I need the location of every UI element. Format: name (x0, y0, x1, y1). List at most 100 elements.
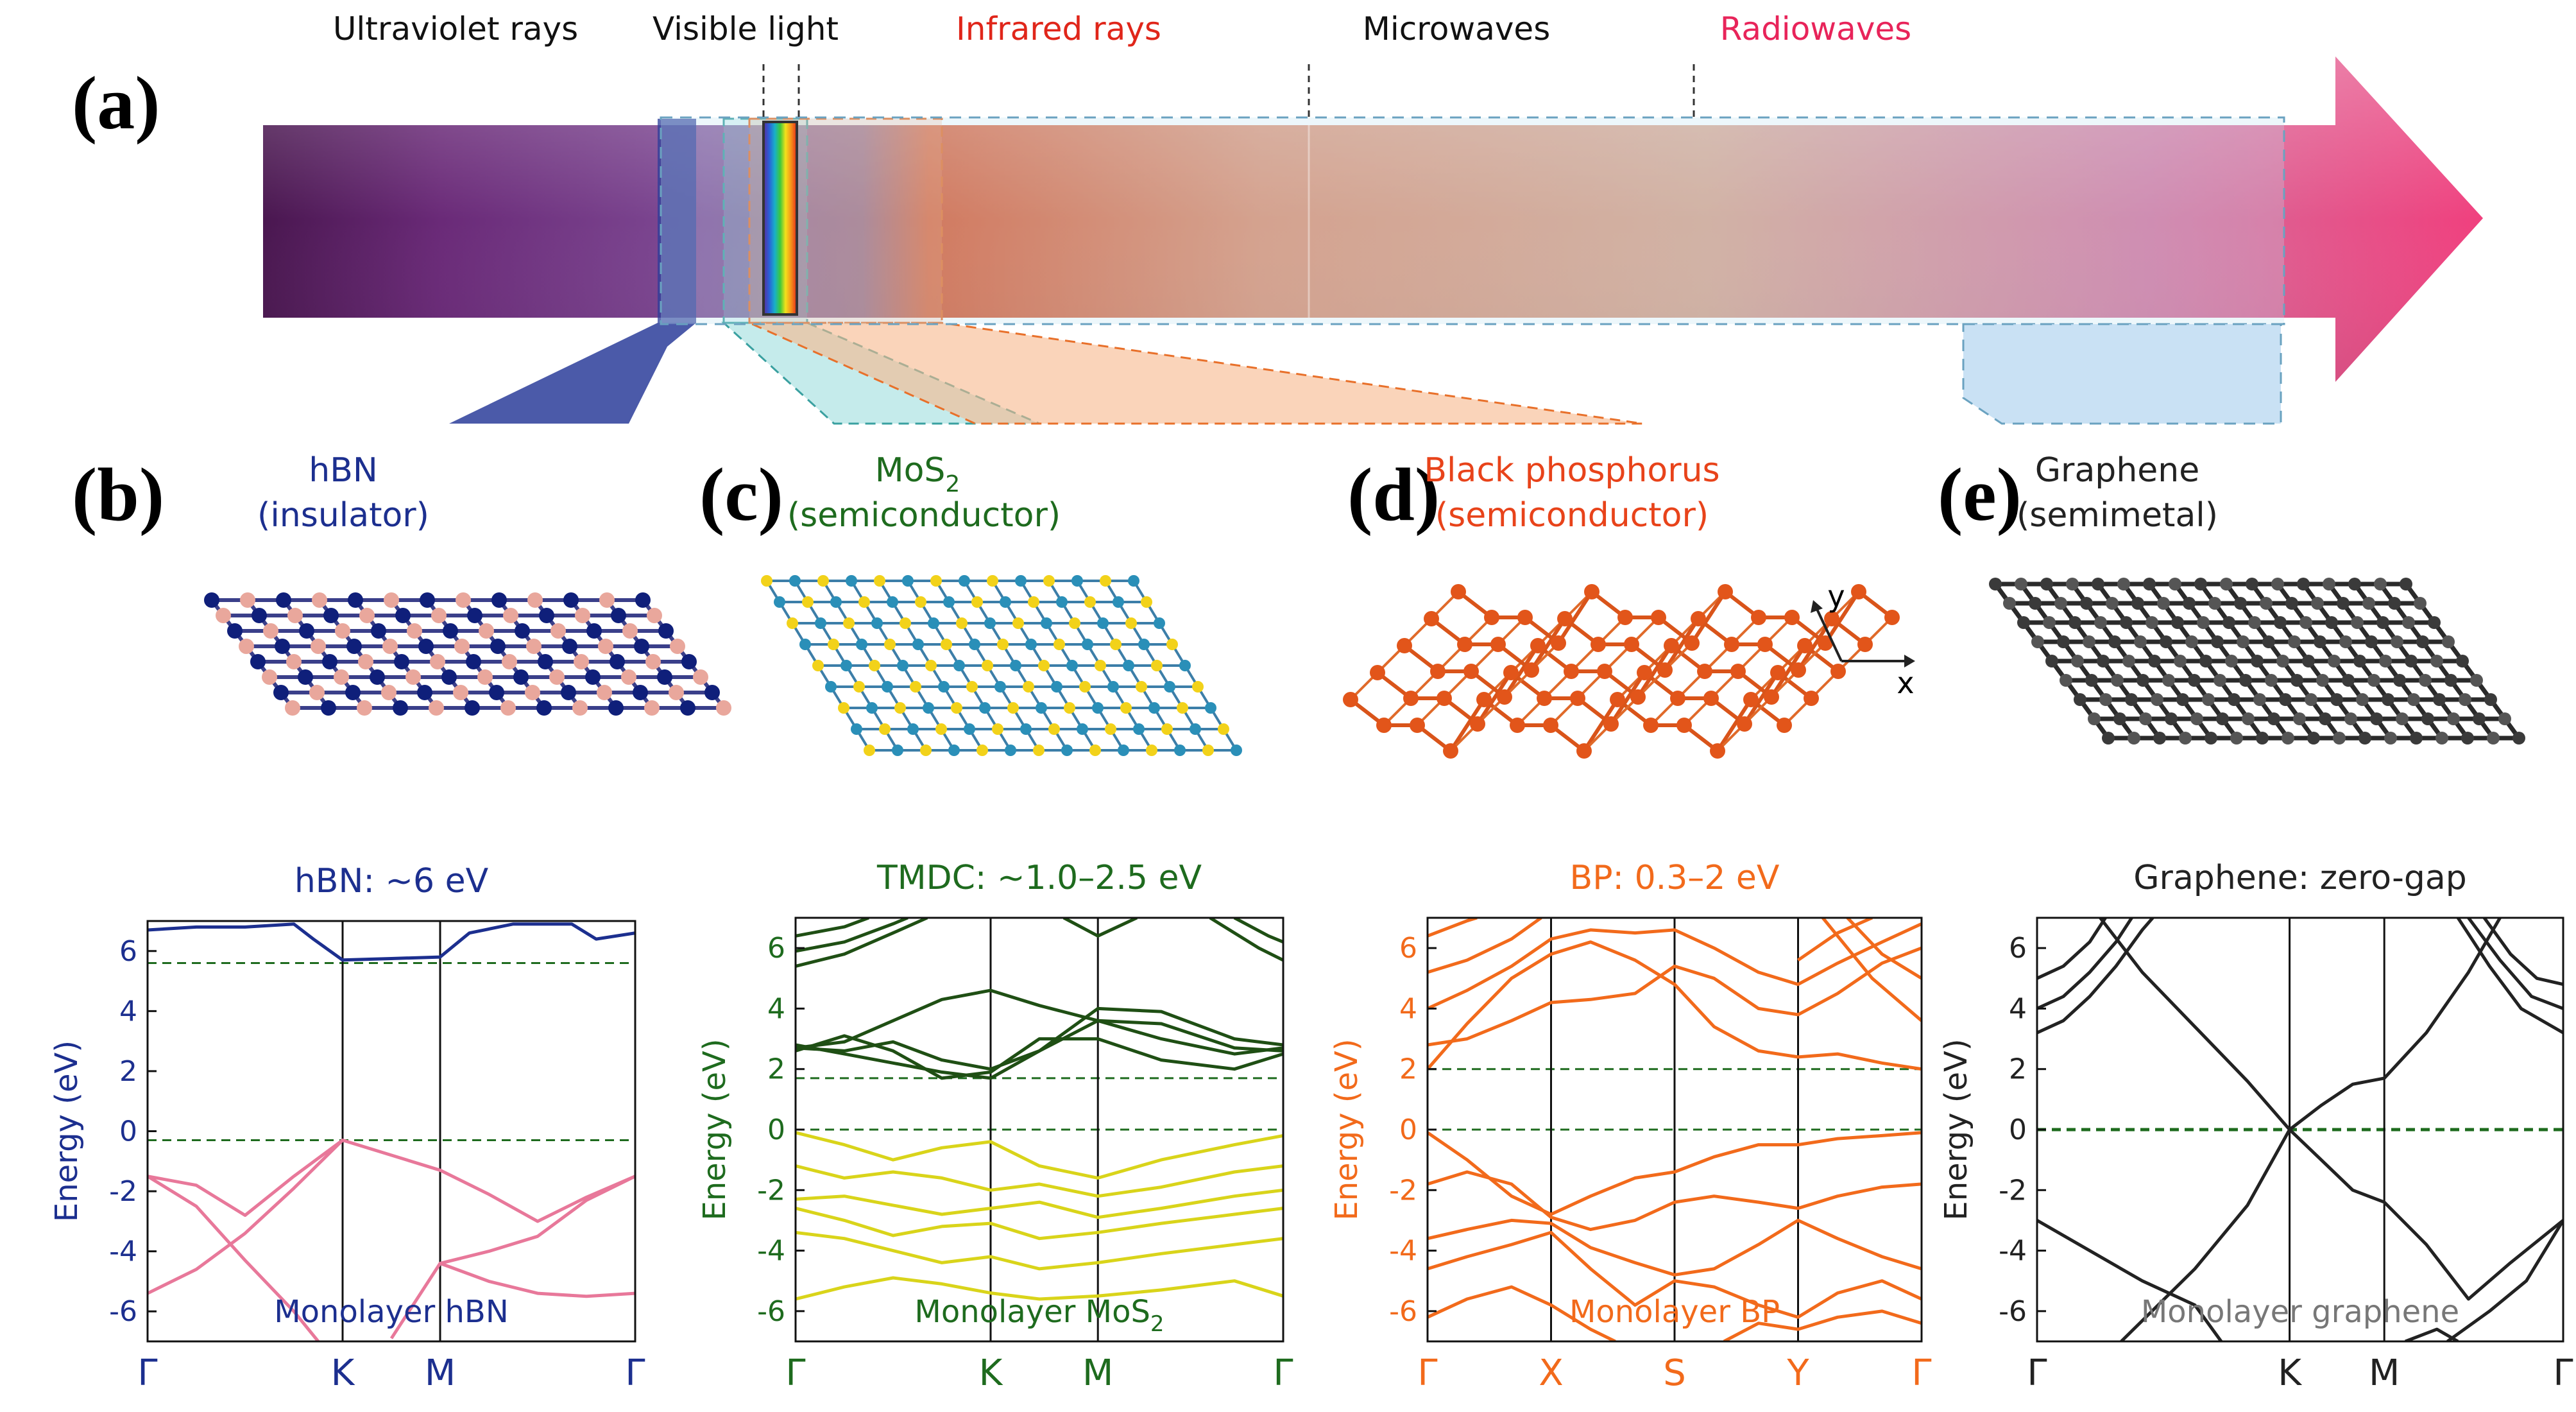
atom (2003, 597, 2016, 610)
band-structure-plots: hBN: ~6 eV 6 4 2 0 -2 -4 -6 Energy (eV) Γ K M Γ Monol… (49, 859, 2573, 1394)
atom (1564, 664, 1579, 679)
atom (608, 700, 624, 716)
atom (645, 654, 661, 669)
plot-area (2037, 918, 2563, 1341)
k-point-label: Γ (137, 1352, 157, 1394)
atom (2137, 674, 2149, 687)
atom (2305, 693, 2317, 706)
atom (2262, 635, 2275, 648)
atom (358, 654, 373, 669)
atom (964, 723, 975, 735)
atom (2248, 616, 2261, 629)
material-type: (semimetal) (2017, 496, 2218, 535)
atom (670, 639, 685, 654)
atom (2314, 635, 2326, 648)
band-cb-4 (1428, 918, 1542, 974)
atom (2342, 674, 2355, 687)
k-point-label: X (1539, 1352, 1563, 1394)
atom (2211, 635, 2224, 648)
atom (1164, 681, 1175, 693)
spectrum-arrow (263, 56, 2483, 425)
atom (2421, 712, 2434, 725)
atom (858, 596, 870, 608)
atom (2428, 616, 2441, 629)
atom (240, 592, 255, 608)
y-tick-label: 0 (767, 1114, 785, 1146)
atom (384, 592, 399, 608)
atom (2092, 578, 2104, 590)
atom (1610, 692, 1625, 707)
atom (563, 592, 579, 608)
atom (657, 669, 672, 685)
atom (2299, 616, 2312, 629)
atom (840, 660, 852, 671)
atom (966, 681, 978, 693)
atom (1025, 639, 1037, 650)
atom (987, 575, 998, 587)
atom (287, 608, 303, 623)
atom (1643, 718, 1659, 733)
atom (2145, 616, 2158, 629)
annotation-subscript: 2 (1150, 1311, 1164, 1337)
atom (1056, 596, 1068, 608)
plot-area (148, 921, 635, 1341)
atom (1664, 638, 1679, 653)
atom (2060, 674, 2072, 687)
atom (2393, 674, 2406, 687)
atom (828, 639, 839, 650)
atom (2205, 732, 2217, 745)
atom (298, 669, 313, 685)
spectrum-shading (263, 56, 2483, 382)
atom (928, 617, 939, 629)
atom (359, 608, 375, 623)
atom (2102, 732, 2115, 745)
atom (825, 681, 837, 693)
atom (276, 592, 291, 608)
atom (1764, 689, 1779, 705)
atom (335, 623, 350, 639)
band-vb-5 (1428, 1285, 1616, 1341)
atom (321, 700, 336, 716)
band-sigma-4 (2482, 918, 2563, 986)
atom (393, 700, 408, 716)
atom (2111, 674, 2124, 687)
atom (2199, 655, 2212, 667)
atom (2230, 732, 2243, 745)
atom (1174, 745, 1186, 756)
atom (1066, 660, 1078, 671)
atom (1524, 662, 1539, 678)
atom (2066, 578, 2079, 590)
atom (2339, 635, 2352, 648)
atom (1684, 635, 1700, 651)
atom (853, 681, 865, 693)
y-tick-label: 6 (767, 932, 785, 965)
atom (2220, 578, 2233, 590)
atom (971, 596, 983, 608)
plot-area (1428, 918, 1922, 1341)
atom (1138, 639, 1150, 650)
k-point-label: Γ (785, 1352, 805, 1394)
atom (2419, 674, 2432, 687)
atom (2402, 616, 2415, 629)
atom (549, 669, 565, 685)
atom (527, 592, 543, 608)
atom (1510, 718, 1525, 733)
atom (2165, 712, 2178, 725)
band-cb-7 (796, 918, 869, 938)
atom (2447, 712, 2460, 725)
bond (1582, 698, 1619, 752)
atom (2344, 712, 2357, 725)
atom (1192, 681, 1204, 693)
atom (1824, 611, 1839, 626)
atom (2251, 655, 2264, 667)
atom (897, 660, 908, 671)
atom (879, 723, 891, 735)
atom (1105, 723, 1116, 735)
atom (1120, 702, 1132, 714)
atom (2456, 655, 2469, 667)
atom (2083, 635, 2095, 648)
y-axis-label: Energy (eV) (49, 1040, 85, 1222)
band-cb-1 (796, 988, 1283, 1056)
atom (2276, 655, 2289, 667)
atom (239, 639, 254, 654)
